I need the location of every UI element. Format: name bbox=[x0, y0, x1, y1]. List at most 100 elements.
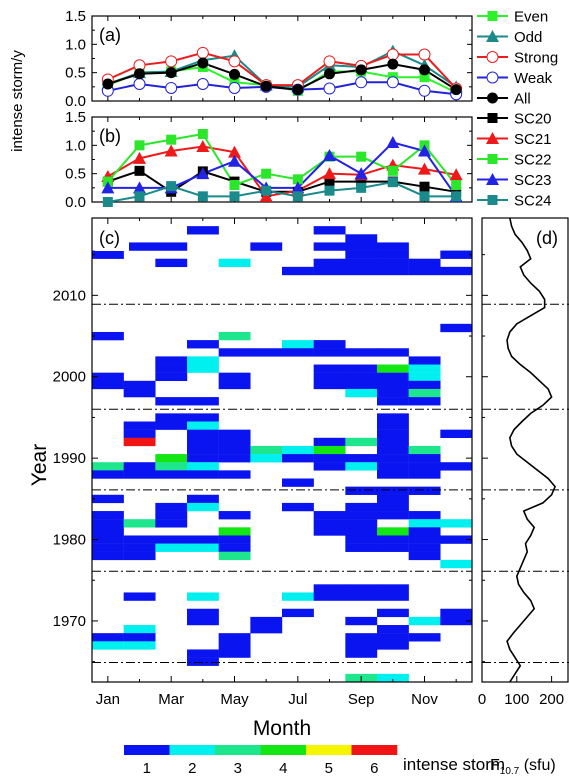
heatmap-cell bbox=[218, 511, 251, 520]
f107-label-unit: (sfu) bbox=[519, 757, 555, 774]
heatmap-cell bbox=[440, 608, 473, 618]
heatmap-cell bbox=[218, 380, 251, 390]
heatmap-cell bbox=[377, 592, 409, 601]
data-point-sc21 bbox=[259, 189, 273, 202]
y-tick-label: 1.0 bbox=[65, 137, 86, 154]
heatmap-cell bbox=[377, 266, 409, 276]
heatmap-cell bbox=[440, 250, 473, 259]
legend-marker-odd bbox=[486, 30, 499, 42]
data-point-strong bbox=[386, 48, 399, 61]
heatmap-cell bbox=[187, 421, 219, 430]
heatmap-cell bbox=[408, 380, 441, 390]
data-point-weak bbox=[386, 76, 399, 89]
heatmap-cell bbox=[123, 242, 156, 251]
heatmap-cell bbox=[377, 502, 409, 512]
heatmap-cell bbox=[155, 258, 188, 268]
data-point-all bbox=[324, 68, 335, 80]
heatmap-cell bbox=[313, 511, 346, 520]
heatmap-cell bbox=[123, 625, 156, 634]
legend-label: Even bbox=[514, 9, 548, 26]
heatmap-cell bbox=[282, 340, 314, 349]
heatmap-cell bbox=[377, 511, 409, 520]
heatmap-cell bbox=[377, 633, 409, 642]
heatmap-cell bbox=[313, 437, 346, 447]
data-point-sc24 bbox=[356, 182, 367, 193]
heatmap-cell bbox=[377, 543, 409, 552]
data-point-sc20 bbox=[324, 176, 335, 187]
y-tick-label: 1.5 bbox=[65, 109, 86, 126]
heatmap-cell bbox=[155, 421, 188, 430]
heatmap-cell bbox=[408, 372, 441, 382]
heatmap-cell bbox=[187, 437, 219, 447]
data-point-sc20 bbox=[134, 165, 145, 176]
x-tick-label: 200 bbox=[539, 691, 564, 708]
heatmap-cell bbox=[187, 397, 219, 406]
heatmap-cell bbox=[377, 372, 409, 382]
data-point-sc21 bbox=[323, 167, 336, 180]
heatmap-cell bbox=[345, 437, 378, 447]
colorbar-segment bbox=[215, 745, 261, 755]
legend-label: SC20 bbox=[514, 111, 552, 128]
data-point-strong bbox=[165, 55, 178, 68]
heatmap-cell bbox=[187, 502, 219, 512]
heatmap-cell bbox=[345, 486, 378, 495]
heatmap-cell bbox=[377, 673, 409, 683]
data-point-sc24 bbox=[102, 197, 113, 207]
data-point-sc23 bbox=[386, 136, 400, 148]
data-point-sc22 bbox=[356, 151, 367, 162]
heatmap-cell bbox=[313, 380, 346, 390]
heatmap-cell bbox=[377, 364, 409, 373]
heatmap-cell bbox=[123, 462, 156, 471]
data-point-sc21 bbox=[418, 162, 431, 175]
legend-label: All bbox=[514, 91, 531, 108]
heatmap-cell bbox=[345, 250, 378, 259]
colorbar-level-label: 4 bbox=[279, 760, 287, 777]
data-point-sc22 bbox=[134, 140, 145, 151]
heatmap-cell bbox=[250, 616, 283, 626]
plot-frame bbox=[481, 217, 569, 683]
data-point-sc21 bbox=[196, 139, 210, 152]
series-line-sc24 bbox=[107, 181, 457, 203]
heatmap-cell bbox=[187, 364, 219, 373]
heatmap-cell bbox=[377, 429, 409, 438]
y-axis-label-year: Year bbox=[28, 444, 51, 486]
heatmap-cell bbox=[155, 413, 188, 422]
heatmap-cell bbox=[92, 535, 124, 544]
legend-label: SC22 bbox=[514, 152, 552, 169]
heatmap-cell bbox=[92, 519, 124, 528]
heatmap-cell bbox=[187, 616, 219, 626]
legend-label: Weak bbox=[514, 70, 553, 87]
heatmap-cell bbox=[408, 445, 441, 455]
heatmap-cell bbox=[313, 340, 346, 349]
heatmap-cell bbox=[377, 470, 409, 479]
heatmap-cell bbox=[218, 454, 251, 463]
heatmap-cell bbox=[250, 625, 283, 634]
data-point-all bbox=[292, 84, 304, 96]
heatmap-cell bbox=[187, 657, 219, 666]
data-point-sc23 bbox=[133, 181, 146, 194]
heatmap-cell bbox=[187, 494, 219, 504]
series-line-sc23 bbox=[107, 141, 457, 197]
heatmap-cell bbox=[377, 494, 409, 504]
heatmap-cell bbox=[313, 592, 346, 601]
heatmap-cell bbox=[187, 226, 219, 235]
heatmap-cell bbox=[345, 584, 378, 593]
data-point-sc22 bbox=[229, 180, 240, 190]
legend-label: SC24 bbox=[514, 193, 552, 210]
y-tick-label: 0.5 bbox=[65, 65, 86, 82]
heatmap-cell bbox=[345, 372, 378, 382]
heatmap-cell bbox=[377, 413, 409, 422]
heatmap-cell bbox=[345, 592, 378, 601]
heatmap-cell bbox=[92, 250, 124, 259]
x-axis-label-f107: F10.7 (sfu) bbox=[490, 757, 556, 777]
heatmap-cell bbox=[377, 584, 409, 593]
data-point-sc24 bbox=[166, 181, 177, 192]
data-point-all bbox=[229, 68, 240, 80]
heatmap-cell bbox=[345, 519, 378, 528]
heatmap-cell bbox=[408, 519, 441, 528]
heatmap-cell bbox=[250, 348, 283, 357]
heatmap-cell bbox=[92, 543, 124, 552]
data-point-all bbox=[260, 80, 272, 92]
heatmap-cell bbox=[377, 454, 409, 463]
heatmap-cell bbox=[408, 364, 441, 373]
